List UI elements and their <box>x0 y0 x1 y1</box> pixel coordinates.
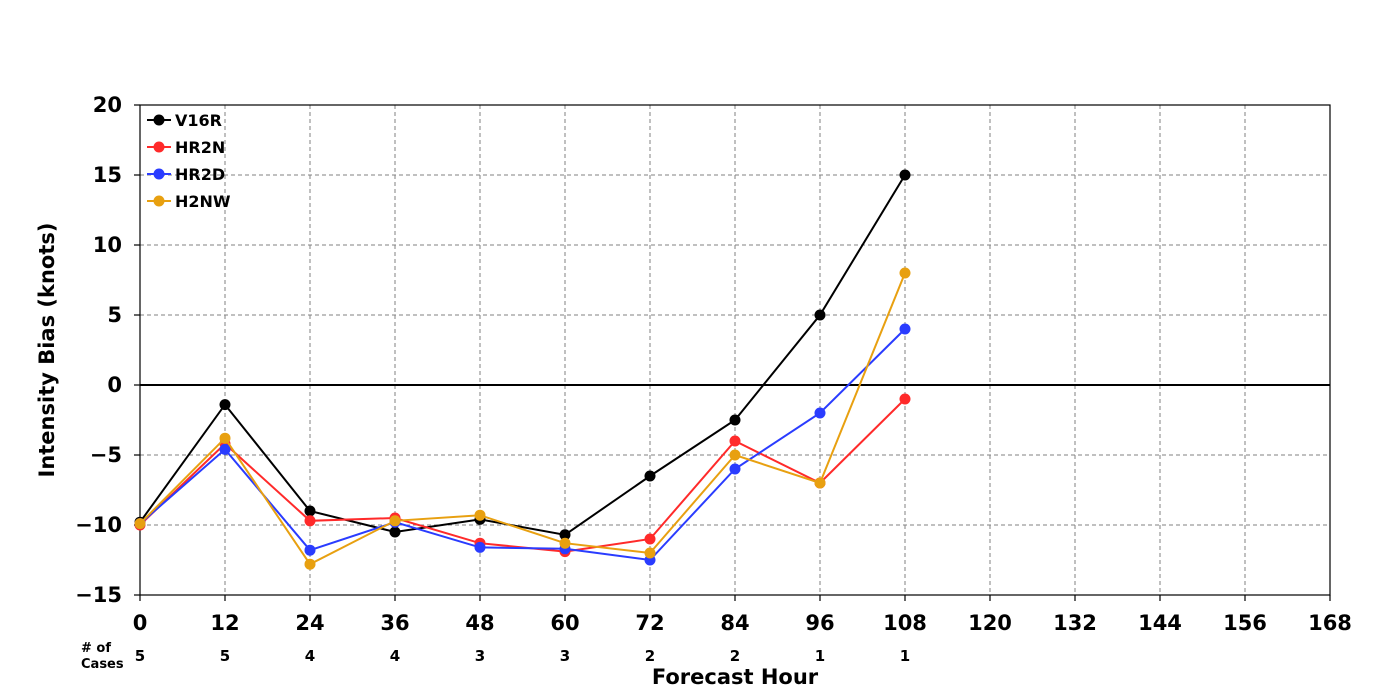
data-point <box>304 558 316 570</box>
data-point <box>899 169 911 181</box>
x-tick-label: 120 <box>968 611 1012 635</box>
y-tick-label: −10 <box>75 513 122 537</box>
cases-title-line1: # of <box>81 641 111 656</box>
data-point <box>134 518 146 530</box>
legend-item-h2nw: H2NW <box>147 192 231 211</box>
legend-label: V16R <box>175 111 222 130</box>
data-point <box>304 505 316 517</box>
x-tick-label: 156 <box>1223 611 1267 635</box>
legend-label: HR2D <box>175 165 225 184</box>
data-point <box>814 407 826 419</box>
x-tick-label: 144 <box>1138 611 1182 635</box>
legend: V16R HR2N HR2D H2NW <box>147 111 231 211</box>
y-tick-label: 20 <box>93 93 122 117</box>
x-tick-label: 48 <box>465 611 494 635</box>
legend-swatch-marker <box>153 168 165 180</box>
case-count: 2 <box>730 647 740 665</box>
legend-item-hr2d: HR2D <box>147 165 225 184</box>
data-point <box>644 533 656 545</box>
data-point <box>899 323 911 335</box>
legend-label: HR2N <box>175 138 225 157</box>
x-tick-label: 132 <box>1053 611 1097 635</box>
series-v16r <box>134 169 911 541</box>
case-count: 1 <box>900 647 910 665</box>
x-tick-label: 24 <box>295 611 324 635</box>
x-tick-label: 36 <box>380 611 409 635</box>
data-point <box>559 529 571 541</box>
legend-label: H2NW <box>175 192 231 211</box>
case-count: 4 <box>305 647 315 665</box>
case-count: 5 <box>135 647 145 665</box>
data-point <box>644 470 656 482</box>
case-count: 3 <box>475 647 485 665</box>
x-tick-label: 72 <box>635 611 664 635</box>
legend-swatch-marker <box>153 114 165 126</box>
data-point <box>559 537 571 549</box>
y-tick-label: 10 <box>93 233 122 257</box>
case-count: 5 <box>220 647 230 665</box>
data-point <box>814 309 826 321</box>
data-point <box>814 477 826 489</box>
x-tick-label: 84 <box>720 611 749 635</box>
data-point <box>389 515 401 527</box>
legend-item-hr2n: HR2N <box>147 138 225 157</box>
case-count: 3 <box>560 647 570 665</box>
data-point <box>729 414 741 426</box>
x-axis-title: Forecast Hour <box>652 665 819 689</box>
data-point <box>474 541 486 553</box>
case-count: 1 <box>815 647 825 665</box>
series-line <box>139 272 906 566</box>
x-tick-label: 12 <box>210 611 239 635</box>
y-tick-label: −5 <box>90 443 122 467</box>
legend-item-v16r: V16R <box>147 111 222 130</box>
data-point <box>644 547 656 559</box>
data-point <box>219 432 231 444</box>
series-line <box>139 174 906 536</box>
legend-swatch-marker <box>153 195 165 207</box>
x-tick-label: 96 <box>805 611 834 635</box>
data-point <box>899 393 911 405</box>
axis-ticks: 0 12 24 36 48 60 72 84 96 108 120 132 144 156 168 −15 −1… <box>75 93 1352 635</box>
cases-title-line2: Cases <box>81 657 124 672</box>
data-point <box>729 449 741 461</box>
y-tick-label: 5 <box>107 303 122 327</box>
series-h2nw <box>134 267 911 570</box>
x-tick-label: 60 <box>550 611 579 635</box>
data-point <box>304 544 316 556</box>
data-point <box>729 463 741 475</box>
legend-swatch-marker <box>153 141 165 153</box>
case-count: 2 <box>645 647 655 665</box>
data-point <box>729 435 741 447</box>
data-point <box>389 526 401 538</box>
x-tick-label: 168 <box>1308 611 1352 635</box>
data-point <box>474 509 486 521</box>
y-tick-label: 0 <box>107 373 122 397</box>
data-point <box>899 267 911 279</box>
data-point <box>304 515 316 527</box>
y-tick-label: 15 <box>93 163 122 187</box>
series-layer <box>134 169 911 570</box>
x-tick-label: 108 <box>883 611 927 635</box>
data-point <box>219 443 231 455</box>
y-axis-title: Intensity Bias (knots) <box>35 223 59 478</box>
case-count: 4 <box>390 647 400 665</box>
y-tick-label: −15 <box>75 583 122 607</box>
x-tick-label: 0 <box>133 611 148 635</box>
data-point <box>219 399 231 411</box>
